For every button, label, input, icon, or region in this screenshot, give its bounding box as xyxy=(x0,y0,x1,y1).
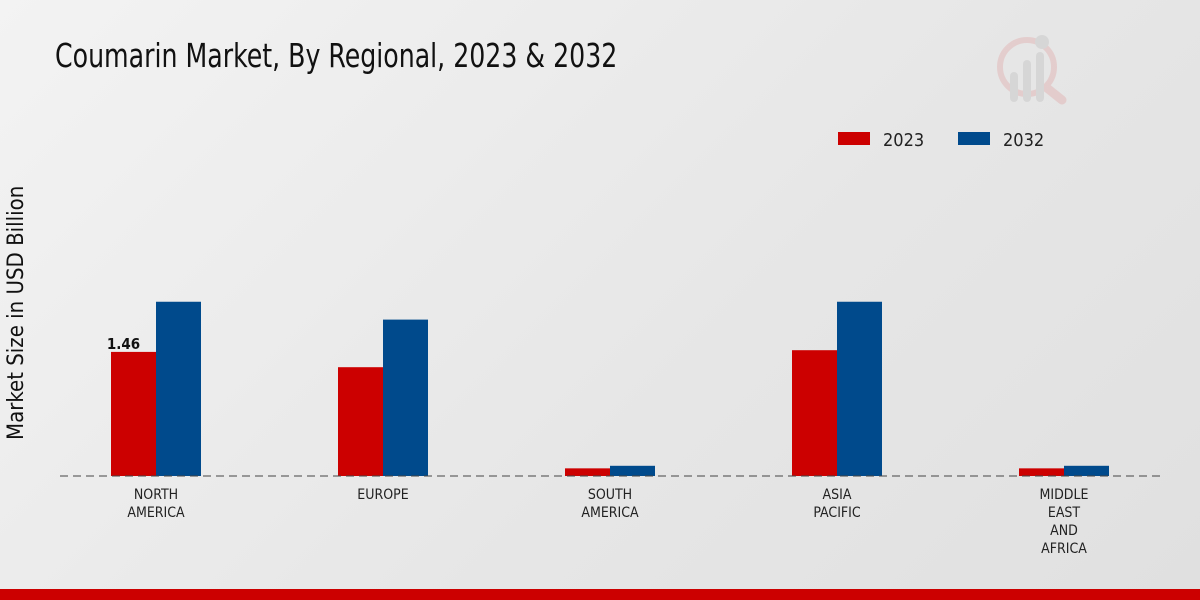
legend-label-2032: 2032 xyxy=(1003,130,1044,151)
x-tick-label-line: AFRICA xyxy=(1041,541,1087,557)
x-tick-labels: NORTH AMERICA EUROPE SOUTH AMERICA ASIA PACIFI… xyxy=(127,487,1088,557)
x-tick-label-line: EUROPE xyxy=(357,487,408,503)
chart-title: Coumarin Market, By Regional, 2023 & 203… xyxy=(55,36,618,75)
legend-swatch-2023 xyxy=(838,132,870,145)
bar-2023-1 xyxy=(338,367,383,476)
bar-2032-3 xyxy=(837,301,882,476)
bar-2023-3 xyxy=(792,350,837,476)
x-tick-label-line: ASIA xyxy=(823,487,852,503)
x-tick-label: MIDDLE EAST AND AFRICA xyxy=(1040,487,1089,557)
x-tick-label-line: SOUTH xyxy=(588,487,632,503)
footer-bar xyxy=(0,589,1200,600)
bar-2032-2 xyxy=(610,465,655,476)
x-tick-label-line: NORTH xyxy=(134,487,178,503)
legend-swatch-2032 xyxy=(958,132,990,145)
x-tick-label-line: AMERICA xyxy=(581,505,639,521)
x-tick-label-line: PACIFIC xyxy=(813,505,861,521)
x-tick-label: ASIA PACIFIC xyxy=(813,487,861,521)
legend: 2023 2032 xyxy=(838,130,1044,151)
x-tick-label: SOUTH AMERICA xyxy=(581,487,639,521)
x-tick-label-line: AND xyxy=(1050,523,1078,539)
bar-2032-0 xyxy=(156,301,201,476)
x-tick-label-line: AMERICA xyxy=(127,505,185,521)
bar-2023-4 xyxy=(1019,468,1064,476)
bars: 1.46 xyxy=(107,301,1109,476)
x-tick-label-line: EAST xyxy=(1048,505,1081,521)
legend-label-2023: 2023 xyxy=(883,130,924,151)
bar-2032-1 xyxy=(383,319,428,476)
bar-2023-2 xyxy=(565,468,610,476)
x-tick-label: NORTH AMERICA xyxy=(127,487,185,521)
data-label: 1.46 xyxy=(107,335,140,353)
bar-2032-4 xyxy=(1064,465,1109,476)
x-tick-label-line: MIDDLE xyxy=(1040,487,1089,503)
x-tick-label: EUROPE xyxy=(357,487,408,503)
bar-2023-0 xyxy=(111,351,156,476)
watermark-logo xyxy=(997,35,1067,105)
